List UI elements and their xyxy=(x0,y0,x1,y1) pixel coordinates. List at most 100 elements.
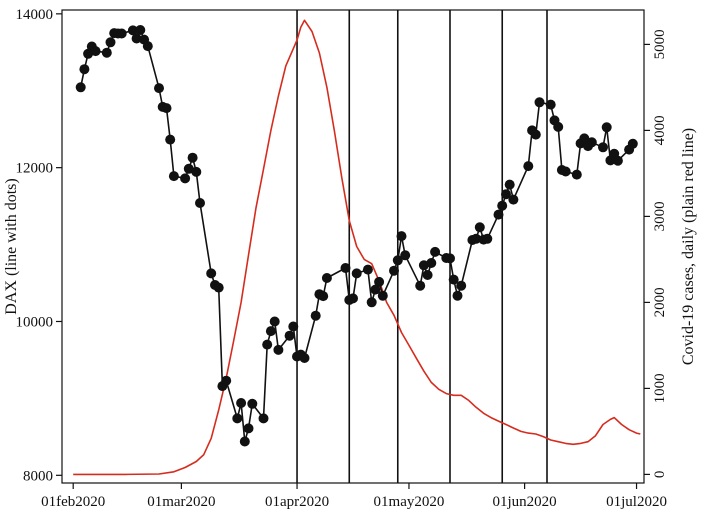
x-axis-tick-label: 01feb2020 xyxy=(41,494,105,510)
dax-point xyxy=(586,137,597,148)
dax-point xyxy=(351,268,362,279)
dax-point xyxy=(135,25,146,35)
dax-point xyxy=(474,222,485,233)
plot-area: 8000 10000 12000 14000 0 1000 2000 3000 4000 5000… xyxy=(3,7,697,510)
dax-point xyxy=(370,284,381,295)
left-axis-tick-label: 10000 xyxy=(16,314,54,330)
dax-point xyxy=(493,209,504,220)
dax-point xyxy=(101,47,112,58)
dax-point xyxy=(183,163,194,174)
x-axis-tick-label: 01apr2020 xyxy=(265,494,329,510)
dax-point xyxy=(415,280,426,291)
dax-point xyxy=(187,152,198,163)
dax-point xyxy=(579,133,590,144)
x-axis-tick-label: 01may2020 xyxy=(374,494,445,510)
dax-point xyxy=(288,321,299,332)
dax-point xyxy=(195,198,205,208)
dax-point xyxy=(530,129,541,140)
dax-point xyxy=(545,99,556,110)
dax-point xyxy=(265,326,276,337)
dax-point xyxy=(396,231,407,242)
dax-point xyxy=(366,297,377,308)
right-axis-tick-label: 3000 xyxy=(652,201,668,231)
dax-point xyxy=(612,155,623,166)
dax-point xyxy=(154,83,164,94)
dax-point xyxy=(456,280,467,291)
dax-point xyxy=(116,28,127,39)
left-axis-tick-label: 14000 xyxy=(16,7,54,23)
dax-point xyxy=(131,33,142,44)
dax-point xyxy=(161,103,172,114)
dax-point xyxy=(392,255,403,266)
dax-point xyxy=(374,276,385,287)
dax-point xyxy=(243,423,254,434)
dax-point xyxy=(426,258,437,268)
right-axis-tick-label: 5000 xyxy=(652,29,668,59)
right-axis-tick-label: 1000 xyxy=(652,373,668,403)
x-axis-tick-label: 01jul2020 xyxy=(606,494,667,510)
covid-cases-line xyxy=(73,19,641,476)
dax-point xyxy=(504,179,515,190)
dax-point xyxy=(299,353,310,363)
left-axis-tick-label: 12000 xyxy=(16,161,54,177)
dax-point xyxy=(471,233,482,244)
dax-point xyxy=(168,171,179,182)
dax-point xyxy=(508,194,519,205)
dax-point xyxy=(452,290,463,301)
dax-point xyxy=(448,274,459,285)
dax-point xyxy=(213,282,224,293)
dax-point xyxy=(598,142,608,153)
dax-point xyxy=(321,273,332,283)
dax-point xyxy=(273,344,284,355)
dax-point xyxy=(560,166,571,177)
dax-point xyxy=(206,268,217,279)
dax-point xyxy=(221,375,232,386)
dax-line xyxy=(79,29,634,443)
dax-point xyxy=(318,291,329,302)
dax-point xyxy=(247,398,258,409)
dax-point xyxy=(501,189,511,200)
dax-point xyxy=(445,253,455,264)
x-axis-tick-label: 01jun2020 xyxy=(493,494,557,510)
dax-point xyxy=(362,264,373,275)
dax-point xyxy=(400,250,411,261)
dax-point xyxy=(269,316,280,327)
dax-point xyxy=(127,25,138,36)
dax-point xyxy=(627,138,638,149)
dax-point xyxy=(601,122,612,133)
dax-point xyxy=(422,270,433,280)
right-axis-tick-label: 2000 xyxy=(652,287,668,317)
dax-point xyxy=(90,46,101,57)
right-axis-title: Covid-19 cases, daily (plain red line) xyxy=(680,128,697,365)
dax-point xyxy=(482,233,493,244)
dax-point xyxy=(236,398,247,408)
dax-point xyxy=(180,173,191,184)
dax-point xyxy=(534,97,545,108)
dax-point xyxy=(284,330,295,341)
dax-point xyxy=(310,310,321,321)
left-axis-title: DAX (line with dots) xyxy=(3,178,20,314)
right-axis-tick-label: 0 xyxy=(652,471,668,479)
dax-point xyxy=(191,166,202,177)
left-axis-tick-label: 8000 xyxy=(23,468,53,484)
dax-point xyxy=(389,265,399,276)
dax-point xyxy=(497,200,508,211)
dax-point xyxy=(79,64,90,75)
dax-point xyxy=(105,37,116,48)
dax-point xyxy=(142,41,153,52)
dax-point xyxy=(239,436,250,447)
dax-point xyxy=(430,246,441,257)
dax-point xyxy=(165,134,176,145)
dax-point xyxy=(348,293,358,304)
dax-point xyxy=(340,263,351,273)
dax-point xyxy=(553,121,564,132)
x-axis-tick-label: 01mar2020 xyxy=(147,494,215,510)
dax-point xyxy=(75,82,86,93)
right-axis-tick-label: 4000 xyxy=(652,115,668,145)
dax-point xyxy=(262,339,273,350)
dax-point xyxy=(523,161,534,172)
dax-point xyxy=(232,413,243,424)
dax-point xyxy=(258,413,269,424)
dax-point xyxy=(571,169,582,180)
